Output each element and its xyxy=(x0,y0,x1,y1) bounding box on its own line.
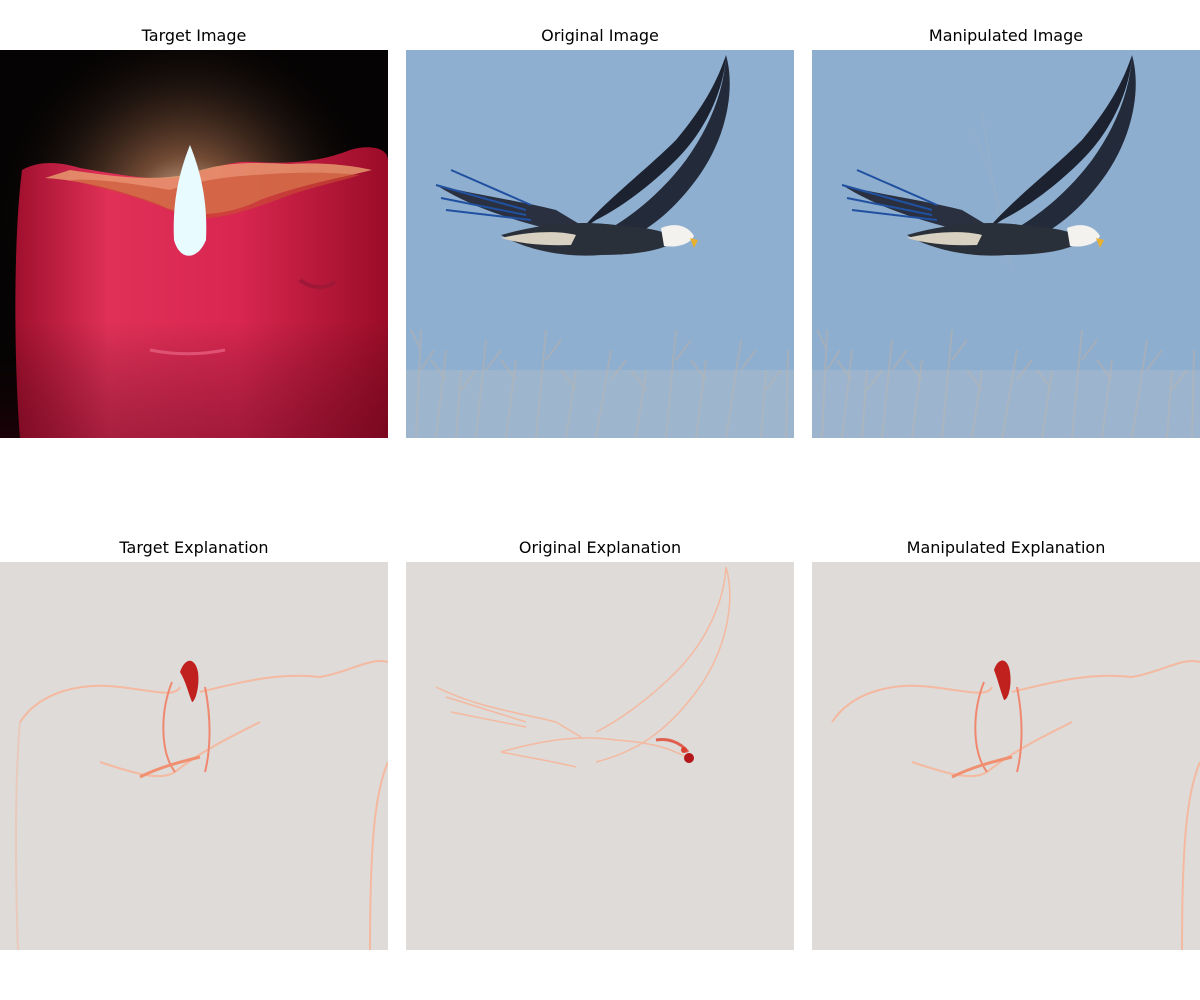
eagle-image xyxy=(406,50,794,438)
eagle-heatmap xyxy=(406,562,794,950)
panel-title: Target Image xyxy=(141,26,247,45)
candle-image xyxy=(0,50,388,438)
eagle-image-manipulated xyxy=(812,50,1200,438)
panel-title: Original Image xyxy=(541,26,659,45)
panel-title: Manipulated Image xyxy=(928,26,1084,45)
candle-heatmap xyxy=(0,562,388,950)
panel-title: Original Explanation xyxy=(518,538,682,557)
panel-title: Manipulated Explanation xyxy=(906,538,1106,557)
manipulated-heatmap xyxy=(812,562,1200,950)
panel-title: Target Explanation xyxy=(119,538,269,557)
